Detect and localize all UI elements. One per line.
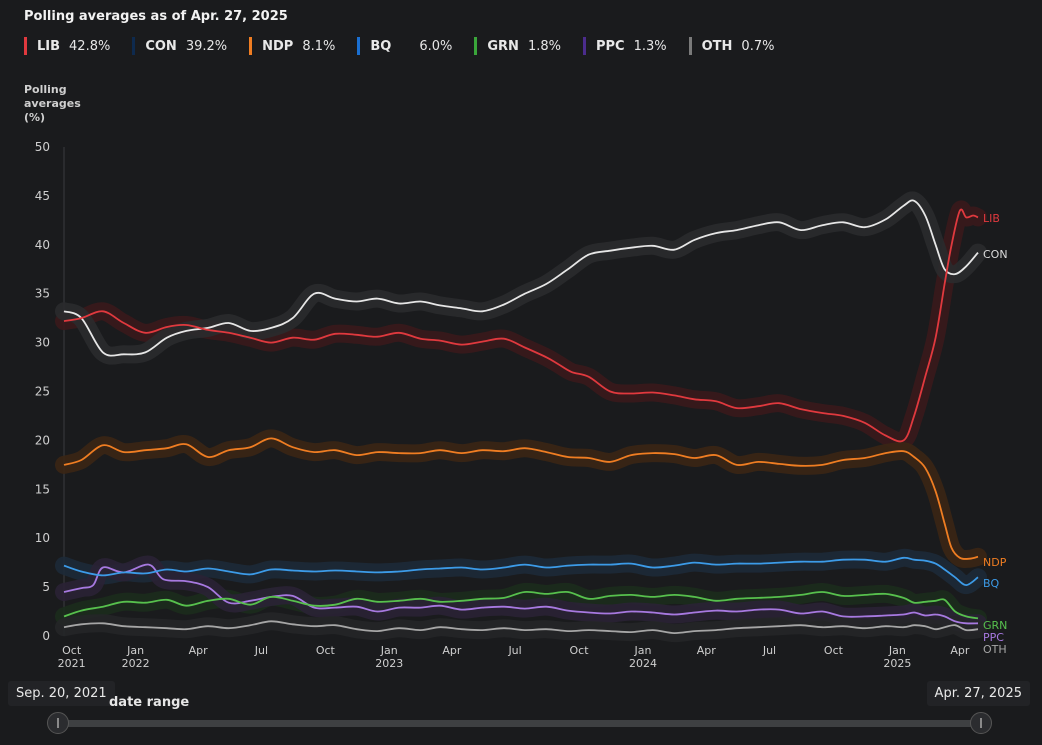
y-tick-label: 25 <box>35 385 50 399</box>
legend-value-con: 39.2% <box>185 38 228 54</box>
legend-name-ndp: NDP <box>262 38 294 54</box>
x-tick-label: Oct <box>62 644 82 657</box>
confidence-band-con <box>55 191 987 365</box>
y-tick-label: 35 <box>35 287 50 301</box>
legend-swatch-grn <box>474 37 478 55</box>
x-tick-year-label: 2021 <box>58 657 86 670</box>
y-tick-label: 30 <box>35 336 50 350</box>
y-tick-label: 20 <box>35 433 50 447</box>
legend-name-lib: LIB <box>37 38 61 54</box>
legend-swatch-ndp <box>249 37 253 55</box>
y-axis-title: Polling averages (%) <box>24 83 81 124</box>
legend-item-ndp[interactable]: NDP 8.1% <box>249 37 335 55</box>
series-line-ndp <box>63 437 979 560</box>
legend-swatch-ppc <box>582 37 586 55</box>
legend-item-oth[interactable]: OTH 0.7% <box>688 37 775 55</box>
x-tick-label: Jul <box>762 644 776 657</box>
y-tick-label: 15 <box>35 482 50 496</box>
x-tick-year-label: 2025 <box>883 657 911 670</box>
range-end-date: Apr. 27, 2025 <box>926 681 1030 706</box>
series-end-label-lib: LIB <box>983 212 1000 225</box>
legend-value-ndp: 8.1% <box>302 38 336 54</box>
x-tick-label: Jan <box>126 644 144 657</box>
chart-title: Polling averages as of Apr. 27, 2025 <box>24 9 288 24</box>
legend-name-grn: GRN <box>487 38 519 54</box>
x-tick-label: Apr <box>189 644 209 657</box>
legend-item-ppc[interactable]: PPC 1.3% <box>582 37 667 55</box>
x-tick-label: Apr <box>697 644 717 657</box>
series-line-oth <box>63 620 979 635</box>
legend-name-bq: BQ <box>370 38 392 54</box>
legend-item-con[interactable]: CON 39.2% <box>132 37 227 55</box>
y-tick-label: 50 <box>35 140 50 154</box>
date-range-start-handle[interactable] <box>47 712 69 734</box>
legend-name-ppc: PPC <box>595 38 625 54</box>
x-tick-label: Oct <box>570 644 590 657</box>
series-line-ppc <box>63 563 979 625</box>
series-line-lib <box>63 208 979 443</box>
series-line-grn <box>63 590 979 620</box>
legend-item-grn[interactable]: GRN 1.8% <box>474 37 561 55</box>
x-tick-label: Jan <box>888 644 906 657</box>
range-start-date: Sep. 20, 2021 <box>8 681 115 706</box>
x-tick-label: Oct <box>316 644 336 657</box>
date-range-end-handle[interactable] <box>970 712 992 734</box>
series-line-con <box>63 199 979 357</box>
legend-swatch-oth <box>688 37 692 55</box>
legend-item-lib[interactable]: LIB 42.8% <box>24 37 110 55</box>
series-line-bq <box>63 556 979 586</box>
legend-value-grn: 1.8% <box>527 38 561 54</box>
x-tick-year-label: 2023 <box>375 657 403 670</box>
x-tick-label: Jan <box>380 644 398 657</box>
legend-swatch-lib <box>24 37 27 55</box>
y-tick-label: 45 <box>35 189 50 203</box>
legend-value-oth: 0.7% <box>741 38 775 54</box>
legend-value-bq: 6.0% <box>419 38 453 54</box>
confidence-band-ndp <box>55 429 987 568</box>
x-tick-year-label: 2024 <box>629 657 657 670</box>
legend-item-bq[interactable]: BQ 6.0% <box>357 37 452 55</box>
date-range-slider-track[interactable] <box>58 720 981 727</box>
x-tick-year-label: 2022 <box>122 657 150 670</box>
range-label: date range <box>109 695 190 710</box>
legend-name-oth: OTH <box>701 38 733 54</box>
x-tick-label: Jul <box>254 644 268 657</box>
y-tick-label: 40 <box>35 238 50 252</box>
series-end-label-bq: BQ <box>983 577 1000 590</box>
y-tick-label: 5 <box>42 580 50 594</box>
y-tick-label: 0 <box>42 629 50 643</box>
legend-name-con: CON <box>145 38 177 54</box>
x-tick-label: Jul <box>507 644 521 657</box>
legend-swatch-bq <box>357 37 361 55</box>
series-end-label-con: CON <box>983 248 1008 261</box>
legend-value-ppc: 1.3% <box>633 38 667 54</box>
x-tick-label: Oct <box>824 644 844 657</box>
legend: LIB 42.8% CON 39.2% NDP 8.1% BQ 6.0% GRN… <box>24 37 796 55</box>
x-tick-label: Jan <box>633 644 651 657</box>
y-tick-label: 10 <box>35 531 50 545</box>
series-end-label-oth: OTH <box>983 643 1007 656</box>
series-end-label-ndp: NDP <box>983 556 1007 569</box>
legend-swatch-con <box>132 37 136 55</box>
series-end-label-ppc: PPC <box>983 631 1004 644</box>
x-tick-label: Apr <box>442 644 462 657</box>
legend-value-lib: 42.8% <box>69 38 111 54</box>
series-end-label-grn: GRN <box>983 619 1007 632</box>
x-tick-label: Apr <box>950 644 970 657</box>
